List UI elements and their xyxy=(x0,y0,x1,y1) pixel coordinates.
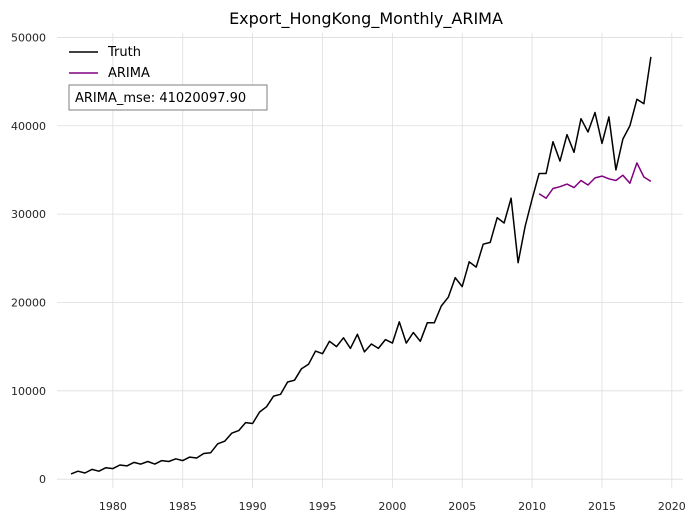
grid-lines xyxy=(57,33,683,488)
y-tick-label: 20000 xyxy=(11,296,46,309)
mse-annotation-text: ARIMA_mse: 41020097.90 xyxy=(75,91,246,106)
x-tick-label: 2020 xyxy=(658,500,686,513)
tick-labels: 1980 1985 1990 1995 2000 2005 2010 2015 2020 0 100… xyxy=(11,31,686,513)
x-tick-label: 1995 xyxy=(308,500,336,513)
x-tick-label: 2000 xyxy=(378,500,406,513)
x-tick-label: 1980 xyxy=(99,500,127,513)
legend-arima-label: ARIMA xyxy=(108,66,150,81)
x-tick-label: 1985 xyxy=(169,500,197,513)
y-tick-label: 50000 xyxy=(11,31,46,44)
mse-annotation-frame xyxy=(68,84,268,111)
x-tick-label: 2005 xyxy=(448,500,476,513)
arima-series-line xyxy=(538,162,652,199)
legend-truth-label: Truth xyxy=(107,45,141,60)
mse-annotation-box: ARIMA_mse: 41020097.90 xyxy=(68,84,268,111)
y-tick-label: 40000 xyxy=(11,120,46,133)
y-tick-label: 0 xyxy=(39,473,46,486)
chart-title: Export_HongKong_Monthly_ARIMA xyxy=(229,9,503,29)
y-tick-label: 10000 xyxy=(11,385,46,398)
x-tick-label: 2015 xyxy=(588,500,616,513)
x-tick-label: 1990 xyxy=(239,500,267,513)
y-tick-label: 30000 xyxy=(11,208,46,221)
series-lines xyxy=(70,56,652,475)
legend: Truth ARIMA xyxy=(69,45,150,81)
x-tick-label: 2010 xyxy=(518,500,546,513)
truth-series-line xyxy=(70,56,652,475)
